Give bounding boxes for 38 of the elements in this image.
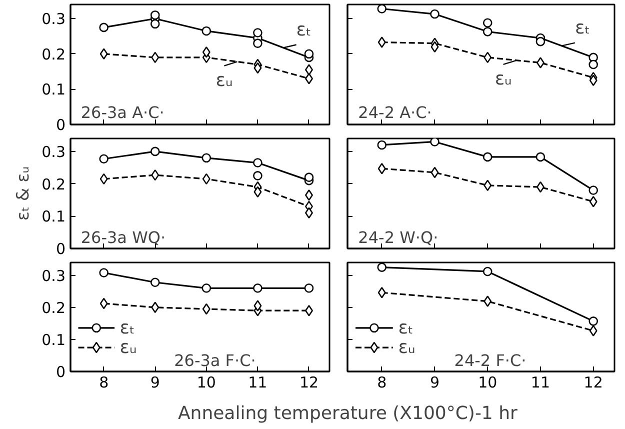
x-axis-title: Annealing temperature (X100°C)-1 hr	[178, 403, 518, 424]
x-tick-label: 8	[377, 374, 387, 392]
x-tick-label: 11	[248, 374, 268, 392]
y-tick-label: 0	[56, 240, 66, 258]
annotation: 26-3a WQ·	[80, 228, 166, 247]
legend-label: εₜ	[120, 317, 135, 338]
y-axis-title: εₜ & εᵤ	[14, 166, 34, 221]
x-tick-label: 8	[99, 374, 109, 392]
y-tick-label: 0.2	[42, 45, 66, 64]
annotation: 26-3a F·C·	[174, 351, 256, 370]
y-tick-label: 0.3	[42, 10, 66, 28]
annotation: 24-2 A·C·	[358, 103, 432, 122]
y-tick-label: 0	[56, 116, 66, 134]
x-tick-label: 9	[150, 374, 160, 392]
legend-label: εᵤ	[398, 337, 416, 358]
y-tick-label: 0.2	[42, 175, 66, 194]
annotation: εᵤ	[216, 70, 233, 92]
x-tick-label: 11	[530, 374, 550, 392]
x-tick-label: 12	[584, 374, 603, 392]
y-tick-label: 0.3	[42, 266, 66, 285]
x-tick-label: 10	[478, 374, 498, 392]
annotation: εᵤ	[494, 68, 512, 90]
y-tick-label: 0.3	[42, 142, 66, 161]
y-tick-label: 0.1	[42, 208, 66, 226]
y-tick-label: 0.2	[42, 298, 66, 317]
annotation: εₜ	[296, 20, 312, 41]
x-tick-label: 9	[430, 374, 440, 392]
legend-label: εₜ	[398, 317, 414, 338]
x-tick-label: 10	[196, 374, 216, 392]
annotation: 26-3a A·C·	[80, 103, 164, 122]
legend-label: εᵤ	[120, 337, 137, 358]
annotation: 24-2 W·Q·	[358, 228, 438, 247]
y-tick-label: 0	[56, 363, 66, 381]
x-tick-label: 12	[299, 374, 319, 392]
y-tick-label: 0.1	[42, 80, 66, 99]
annotation: 24-2 F·C·	[454, 351, 526, 370]
y-tick-label: 0.1	[42, 330, 66, 349]
annotation: εₜ	[574, 18, 590, 39]
